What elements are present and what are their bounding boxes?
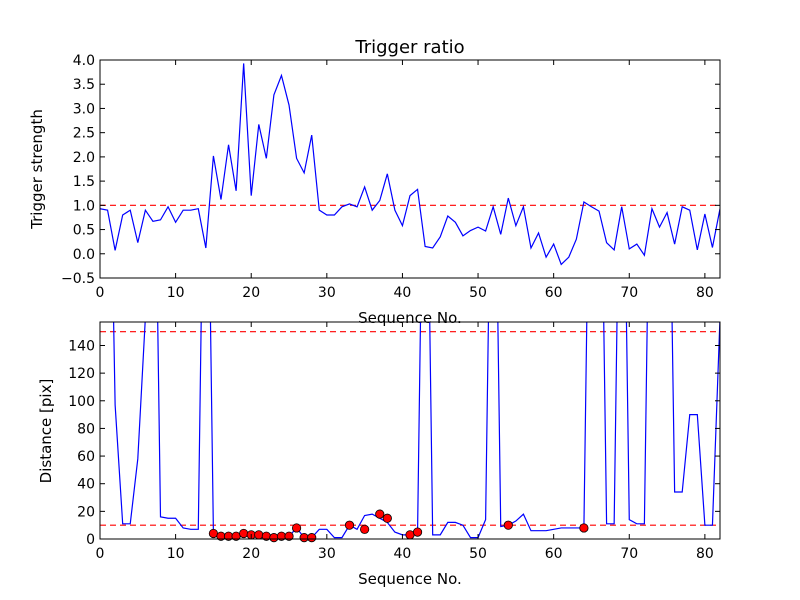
bottom-y-tick-label: 120: [68, 366, 95, 382]
data-point-marker: [299, 533, 309, 543]
bottom-x-tick-label: 50: [469, 546, 487, 562]
data-point-marker: [307, 533, 317, 543]
data-point-marker: [375, 509, 385, 519]
top-x-tick-label: 20: [242, 285, 260, 301]
top-plot-frame: [99, 59, 721, 279]
bottom-x-tick-label: 0: [96, 546, 105, 562]
data-point-marker: [382, 513, 392, 523]
top-y-tick-label: 3.5: [73, 77, 95, 93]
bottom-x-tick-label: 20: [242, 546, 260, 562]
data-point-marker: [291, 523, 302, 533]
data-point-marker: [405, 530, 415, 540]
top-y-tick-label: 0.5: [73, 223, 95, 239]
data-point-marker: [344, 520, 355, 530]
top-y-tick-label: 1.0: [73, 198, 95, 214]
bottom-plot-frame: [99, 321, 721, 540]
bottom-x-tick-label: 40: [394, 546, 412, 562]
top-x-tick-label: 60: [545, 285, 563, 301]
bottom-x-tick-label: 10: [167, 546, 185, 562]
top-y-tick-label: 2.5: [73, 126, 95, 142]
data-point-marker: [412, 527, 423, 537]
bottom-y-tick-label: 140: [68, 338, 95, 354]
top-x-tick-label: 30: [318, 285, 336, 301]
bottom-series-line: [113, 322, 720, 539]
data-point-marker: [239, 528, 249, 539]
bottom-x-tick-label: 80: [696, 546, 714, 562]
bottom-x-tick-label: 30: [318, 546, 336, 562]
top-y-tick-label: 1.5: [73, 174, 95, 190]
bottom-y-tick-label: 60: [77, 449, 95, 465]
top-y-axis-label: Trigger strength: [28, 109, 46, 230]
data-point-marker: [254, 530, 264, 540]
top-x-tick-label: 0: [96, 285, 105, 301]
top-y-tick-label: −0.5: [61, 271, 95, 287]
trigger-ratio-panel: Trigger ratio Sequence No. Trigger stren…: [28, 37, 721, 327]
data-point-marker: [503, 520, 513, 530]
data-point-marker: [284, 531, 294, 541]
top-x-tick-label: 40: [394, 285, 412, 301]
bottom-y-tick-label: 100: [68, 394, 95, 410]
bottom-y-tick-label: 40: [77, 477, 95, 493]
top-y-tick-label: 3.0: [73, 101, 95, 117]
bottom-x-tick-label: 60: [545, 546, 563, 562]
bottom-x-tick-label: 70: [620, 546, 638, 562]
data-point-marker: [269, 533, 279, 543]
top-x-tick-label: 10: [167, 285, 185, 301]
bottom-y-axis-label: Distance [pix]: [37, 379, 55, 484]
top-x-tick-label: 70: [620, 285, 638, 301]
bottom-x-axis-label: Sequence No.: [358, 570, 462, 588]
data-point-marker: [579, 523, 589, 533]
top-x-tick-label: 50: [469, 285, 487, 301]
top-series-line: [100, 63, 720, 266]
top-y-tick-label: 2.0: [73, 150, 95, 166]
chart-title: Trigger ratio: [354, 37, 464, 58]
top-x-tick-label: 80: [696, 285, 714, 301]
data-point-marker: [208, 528, 219, 539]
bottom-y-tick-label: 20: [77, 504, 95, 520]
data-point-marker: [360, 524, 370, 534]
top-y-tick-label: 0.0: [73, 247, 95, 263]
top-x-axis-label: Sequence No.: [358, 309, 462, 327]
distance-panel: Sequence No. Distance [pix] 0 10 20 30 40 50 6…: [37, 321, 721, 588]
bottom-y-tick-label: 0: [86, 532, 95, 548]
bottom-y-tick-label: 80: [77, 421, 95, 437]
top-y-tick-label: 4.0: [73, 53, 95, 69]
